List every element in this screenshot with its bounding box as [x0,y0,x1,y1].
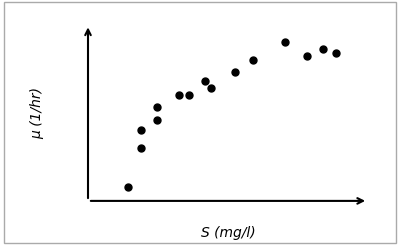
Point [208,86,214,90]
Point [320,47,326,51]
Point [186,93,192,97]
Text: S (mg/l): S (mg/l) [201,226,255,240]
Point [154,105,160,109]
Point [250,58,256,62]
Point [232,70,238,74]
Point [304,54,310,58]
Point [138,146,144,150]
Point [282,40,288,44]
Point [138,128,144,132]
Point [125,185,131,189]
Point [202,79,208,83]
Point [333,51,339,55]
Point [154,118,160,122]
Text: μ (1/hr): μ (1/hr) [30,87,45,139]
Point [176,93,182,97]
